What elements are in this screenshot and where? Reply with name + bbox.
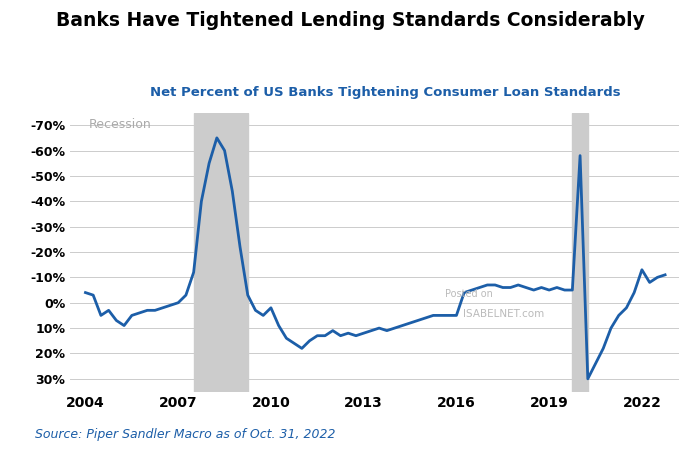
Text: Recession: Recession: [88, 118, 151, 131]
Text: Source: Piper Sandler Macro as of Oct. 31, 2022: Source: Piper Sandler Macro as of Oct. 3…: [35, 428, 335, 441]
Bar: [573, 112, 588, 392]
Text: Net Percent of US Banks Tightening Consumer Loan Standards: Net Percent of US Banks Tightening Consu…: [150, 86, 620, 99]
Bar: [194, 112, 248, 392]
Text: Posted on: Posted on: [444, 289, 492, 299]
Text: Banks Have Tightened Lending Standards Considerably: Banks Have Tightened Lending Standards C…: [55, 11, 645, 30]
Text: ISABELNET.com: ISABELNET.com: [463, 309, 544, 319]
